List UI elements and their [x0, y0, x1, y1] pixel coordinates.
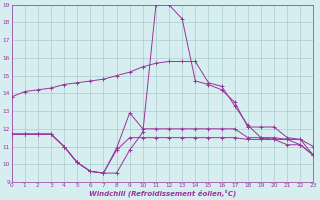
- X-axis label: Windchill (Refroidissement éolien,°C): Windchill (Refroidissement éolien,°C): [89, 190, 236, 197]
